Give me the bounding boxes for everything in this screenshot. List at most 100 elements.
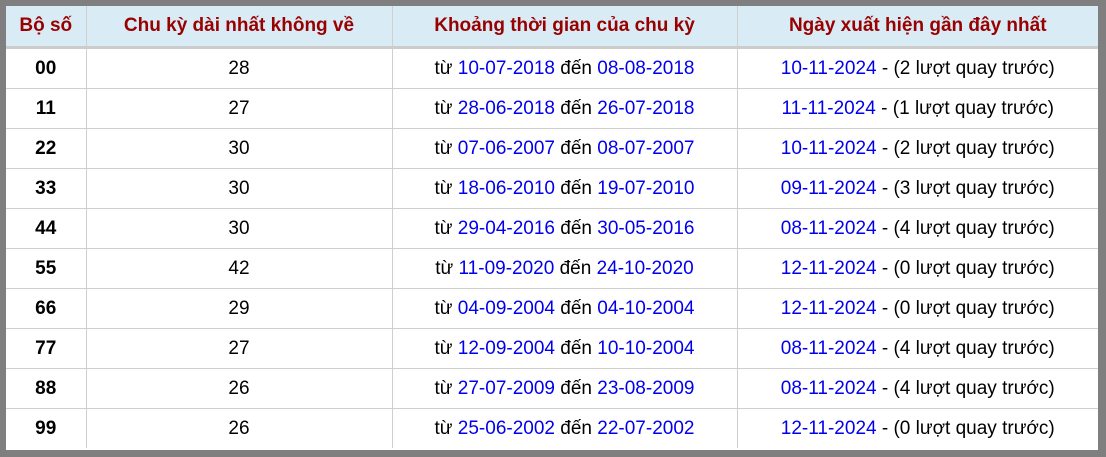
period-cell: từ 12-09-2004 đến 10-10-2004: [392, 328, 738, 369]
last-seen-cell: 10-11-2024 - (2 lượt quay trước): [737, 47, 1098, 89]
cycle-cell: 29: [86, 288, 393, 329]
open-paren: (: [893, 417, 900, 439]
period-cell: từ 18-06-2010 đến 19-07-2010: [392, 168, 738, 209]
from-label: từ: [434, 137, 453, 159]
open-paren: (: [893, 137, 900, 159]
end-date: 30-05-2016: [597, 217, 695, 239]
separator: -: [881, 177, 894, 199]
table-row: 11 27 từ 28-06-2018 đến 26-07-2018 11-11-20…: [6, 88, 1098, 129]
to-label: đến: [559, 257, 592, 279]
from-label: từ: [434, 337, 453, 359]
end-date: 10-10-2004: [597, 337, 695, 359]
start-date: 28-06-2018: [457, 97, 555, 119]
draws-ago: 3: [899, 177, 911, 199]
start-date: 07-06-2007: [457, 137, 555, 159]
number-cell: 33: [6, 168, 87, 209]
last-seen-cell: 09-11-2024 - (3 lượt quay trước): [737, 168, 1098, 209]
to-label: đến: [560, 137, 592, 159]
cycle-cell: 26: [86, 408, 393, 448]
table-row: 66 29 từ 04-09-2004 đến 04-10-2004 12-11-20…: [6, 288, 1098, 329]
table-row: 77 27 từ 12-09-2004 đến 10-10-2004 08-11-20…: [6, 328, 1098, 369]
draws-ago: 2: [899, 57, 911, 79]
to-label: đến: [560, 297, 592, 319]
start-date: 27-07-2009: [457, 377, 555, 399]
from-label: từ: [434, 377, 453, 399]
draws-ago: 2: [899, 137, 911, 159]
cycle-cell: 27: [86, 88, 393, 129]
end-date: 24-10-2020: [596, 257, 694, 279]
last-date: 12-11-2024: [780, 257, 877, 279]
cycle-cell: 30: [86, 168, 393, 209]
header-last-seen: Ngày xuất hiện gần đây nhất: [737, 6, 1098, 49]
last-date: 08-11-2024: [780, 337, 877, 359]
last-seen-cell: 12-11-2024 - (0 lượt quay trước): [737, 288, 1098, 329]
last-date: 11-11-2024: [781, 97, 876, 119]
from-label: từ: [434, 177, 453, 199]
draws-ago-suffix: lượt quay trước): [909, 97, 1054, 119]
draws-ago-suffix: lượt quay trước): [910, 257, 1055, 279]
longest-cycle-table: Bộ số Chu kỳ dài nhất không về Khoảng th…: [6, 6, 1098, 448]
end-date: 08-07-2007: [597, 137, 695, 159]
last-date: 09-11-2024: [780, 177, 877, 199]
end-date: 22-07-2002: [597, 417, 695, 439]
number-cell: 88: [6, 368, 87, 409]
start-date: 29-04-2016: [457, 217, 555, 239]
last-seen-cell: 10-11-2024 - (2 lượt quay trước): [737, 128, 1098, 169]
separator: -: [881, 137, 894, 159]
number-cell: 55: [6, 248, 87, 289]
cycle-cell: 30: [86, 208, 393, 249]
number-cell: 99: [6, 408, 87, 448]
end-date: 04-10-2004: [597, 297, 695, 319]
from-label: từ: [434, 297, 453, 319]
draws-ago: 4: [899, 217, 911, 239]
to-label: đến: [560, 417, 592, 439]
draws-ago-suffix: lượt quay trước): [910, 177, 1055, 199]
last-seen-cell: 12-11-2024 - (0 lượt quay trước): [737, 248, 1098, 289]
separator: -: [881, 217, 894, 239]
start-date: 10-07-2018: [457, 57, 555, 79]
open-paren: (: [893, 257, 900, 279]
last-seen-cell: 08-11-2024 - (4 lượt quay trước): [737, 368, 1098, 409]
last-seen-cell: 12-11-2024 - (0 lượt quay trước): [737, 409, 1098, 449]
draws-ago-suffix: lượt quay trước): [910, 337, 1055, 359]
table-row: 00 28 từ 10-07-2018 đến 08-08-2018 10-11-20…: [6, 47, 1098, 89]
separator: -: [881, 377, 894, 399]
open-paren: (: [892, 97, 900, 119]
to-label: đến: [560, 97, 592, 119]
end-date: 08-08-2018: [597, 57, 695, 79]
open-paren: (: [893, 217, 900, 239]
draws-ago: 0: [899, 257, 911, 279]
number-cell: 77: [6, 328, 87, 369]
separator: -: [881, 417, 894, 439]
period-cell: từ 07-06-2007 đến 08-07-2007: [392, 128, 738, 169]
separator: -: [881, 57, 894, 79]
last-seen-cell: 08-11-2024 - (4 lượt quay trước): [737, 208, 1098, 249]
start-date: 25-06-2002: [457, 417, 555, 439]
header-number: Bộ số: [6, 6, 87, 49]
to-label: đến: [560, 177, 592, 199]
number-cell: 00: [6, 47, 87, 89]
to-label: đến: [560, 217, 592, 239]
draws-ago-suffix: lượt quay trước): [910, 417, 1055, 439]
number-cell: 11: [6, 88, 87, 129]
draws-ago: 0: [899, 297, 911, 319]
draws-ago-suffix: lượt quay trước): [910, 377, 1055, 399]
number-cell: 44: [6, 208, 87, 249]
period-cell: từ 28-06-2018 đến 26-07-2018: [392, 88, 738, 129]
separator: -: [881, 97, 893, 119]
start-date: 12-09-2004: [457, 337, 555, 359]
table-row: 88 26 từ 27-07-2009 đến 23-08-2009 08-11-20…: [6, 368, 1098, 409]
last-date: 12-11-2024: [780, 297, 877, 319]
separator: -: [881, 297, 894, 319]
from-label: từ: [434, 417, 453, 439]
period-cell: từ 10-07-2018 đến 08-08-2018: [392, 47, 738, 89]
open-paren: (: [893, 337, 900, 359]
from-label: từ: [435, 257, 454, 279]
table-row: 44 30 từ 29-04-2016 đến 30-05-2016 08-11-20…: [6, 208, 1098, 249]
draws-ago-suffix: lượt quay trước): [910, 297, 1055, 319]
period-cell: từ 29-04-2016 đến 30-05-2016: [392, 208, 738, 249]
from-label: từ: [434, 97, 453, 119]
to-label: đến: [560, 57, 592, 79]
open-paren: (: [893, 57, 900, 79]
